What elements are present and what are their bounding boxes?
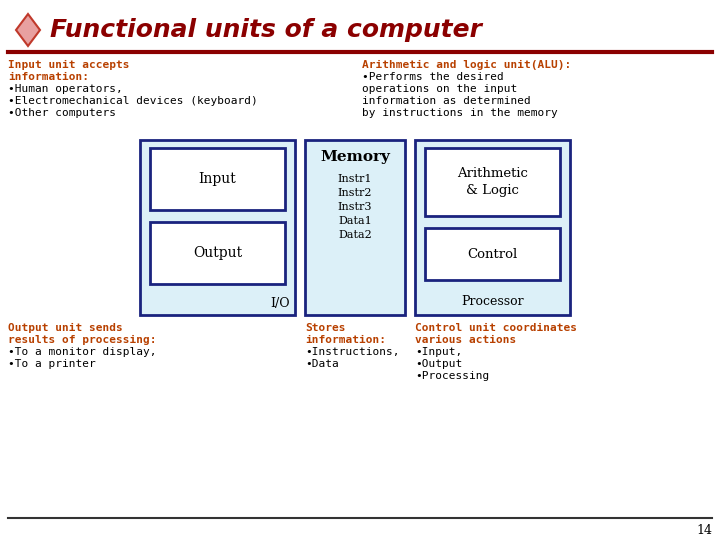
Text: •Processing: •Processing bbox=[415, 371, 490, 381]
Text: Arithmetic
& Logic: Arithmetic & Logic bbox=[457, 167, 528, 197]
Text: Stores: Stores bbox=[305, 323, 346, 333]
Text: Control unit coordinates: Control unit coordinates bbox=[415, 323, 577, 333]
Text: I/O: I/O bbox=[271, 297, 290, 310]
Text: •Electromechanical devices (keyboard): •Electromechanical devices (keyboard) bbox=[8, 96, 258, 106]
Text: Instr2: Instr2 bbox=[338, 188, 372, 198]
Text: •Instructions,: •Instructions, bbox=[305, 347, 400, 357]
Text: information:: information: bbox=[8, 72, 89, 82]
Text: Data1: Data1 bbox=[338, 216, 372, 226]
Text: Arithmetic and logic unit(ALU):: Arithmetic and logic unit(ALU): bbox=[362, 60, 571, 70]
Text: Output: Output bbox=[193, 246, 242, 260]
Text: Input unit accepts: Input unit accepts bbox=[8, 60, 130, 70]
Text: •Output: •Output bbox=[415, 359, 462, 369]
Text: Instr1: Instr1 bbox=[338, 174, 372, 184]
Text: various actions: various actions bbox=[415, 335, 516, 345]
Text: by instructions in the memory: by instructions in the memory bbox=[362, 108, 558, 118]
Text: Memory: Memory bbox=[320, 150, 390, 164]
Bar bbox=[425, 148, 560, 216]
Bar bbox=[305, 140, 405, 315]
Text: results of processing:: results of processing: bbox=[8, 335, 156, 345]
Text: •Human operators,: •Human operators, bbox=[8, 84, 122, 94]
Bar bbox=[140, 140, 295, 315]
Text: •Performs the desired: •Performs the desired bbox=[362, 72, 504, 82]
Text: 14: 14 bbox=[696, 524, 712, 537]
Text: Processor: Processor bbox=[462, 295, 524, 308]
Text: Data2: Data2 bbox=[338, 230, 372, 240]
Bar bbox=[150, 148, 285, 210]
Text: •Input,: •Input, bbox=[415, 347, 462, 357]
Polygon shape bbox=[16, 14, 40, 46]
Text: information:: information: bbox=[305, 335, 386, 345]
Text: operations on the input: operations on the input bbox=[362, 84, 517, 94]
Text: Instr3: Instr3 bbox=[338, 202, 372, 212]
Text: Output unit sends: Output unit sends bbox=[8, 323, 122, 333]
Bar bbox=[425, 228, 560, 280]
Text: Control: Control bbox=[467, 247, 518, 260]
Text: Functional units of a computer: Functional units of a computer bbox=[50, 18, 482, 42]
Text: •Other computers: •Other computers bbox=[8, 108, 116, 118]
Text: information as determined: information as determined bbox=[362, 96, 531, 106]
Text: •Data: •Data bbox=[305, 359, 338, 369]
Text: •To a monitor display,: •To a monitor display, bbox=[8, 347, 156, 357]
Bar bbox=[415, 140, 570, 315]
Bar bbox=[150, 222, 285, 284]
Text: •To a printer: •To a printer bbox=[8, 359, 96, 369]
Text: Input: Input bbox=[199, 172, 236, 186]
